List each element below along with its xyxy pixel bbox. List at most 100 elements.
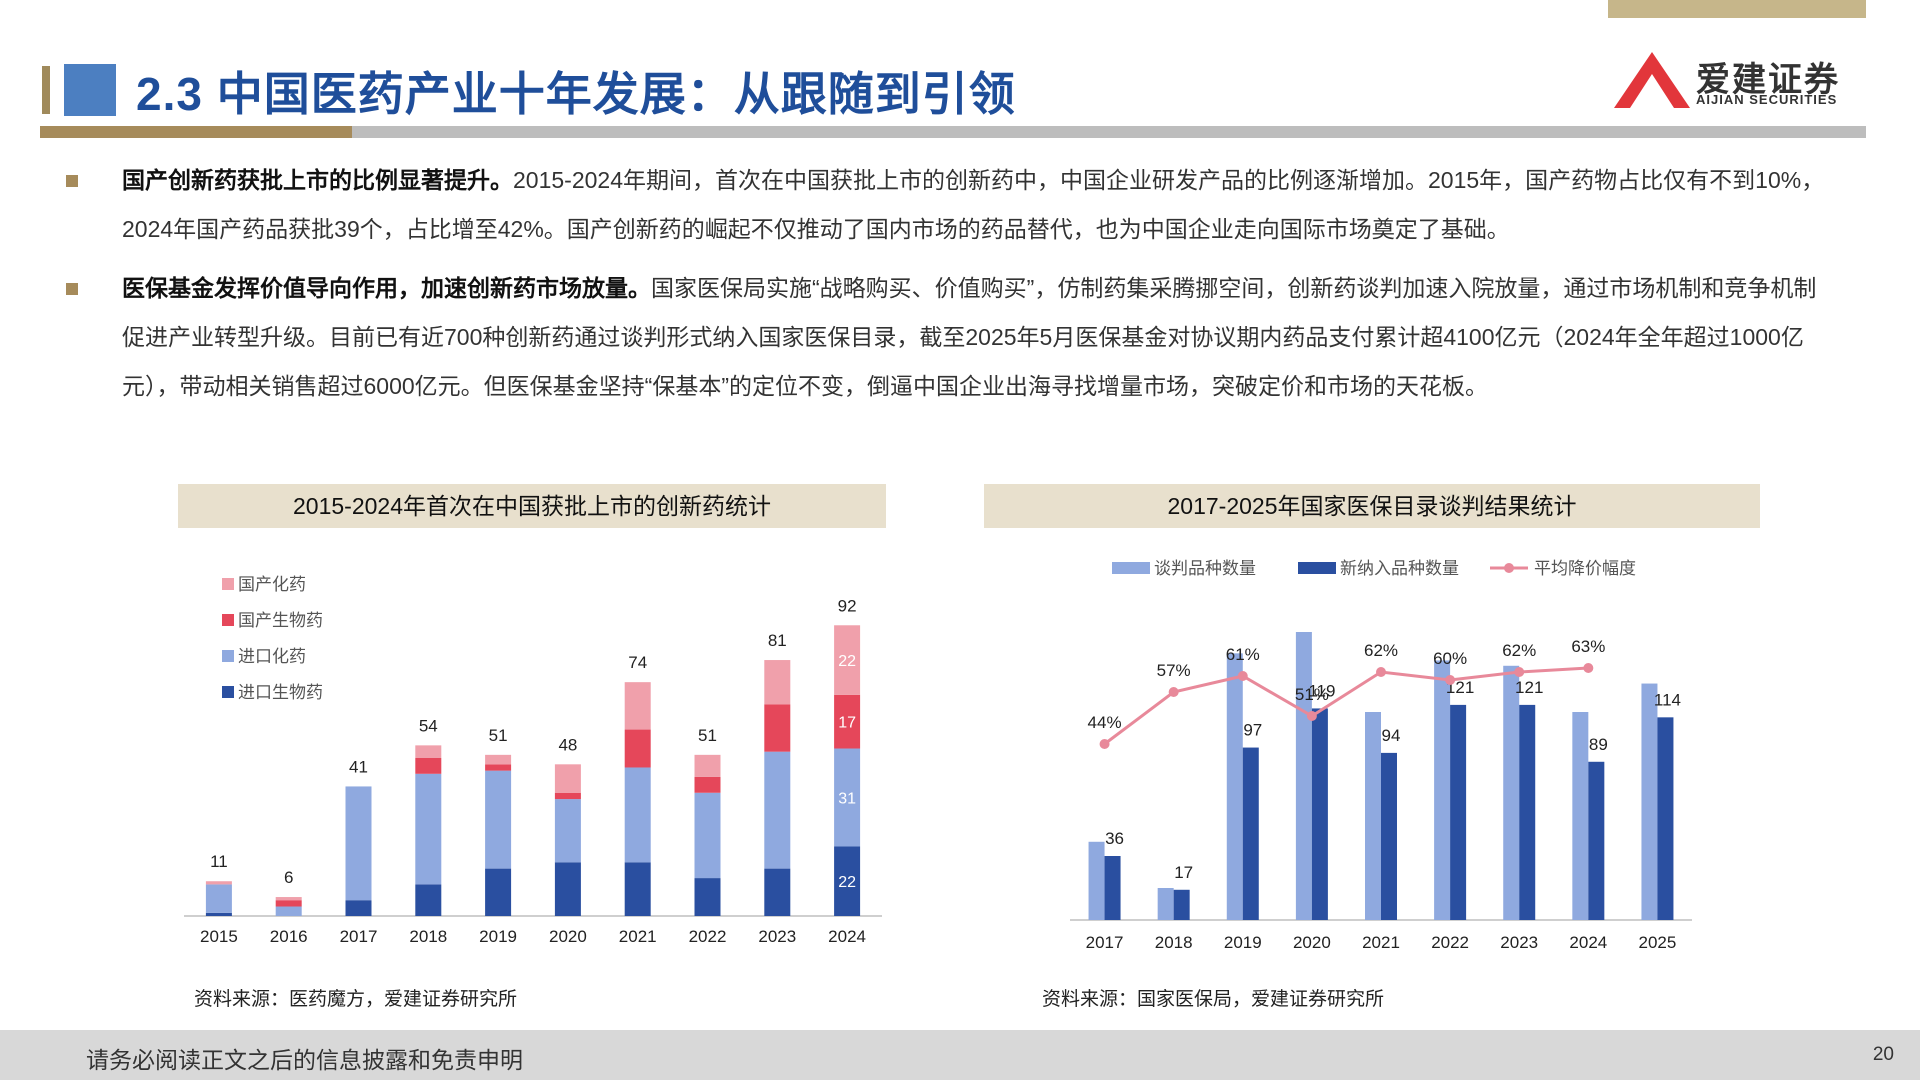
bar-value-label: 36 <box>1105 829 1124 848</box>
bullet-text: 国家医保局实施“战略购买、价值购买”，仿制药集采腾挪空间，创新药谈判加速入院放量… <box>122 275 1817 399</box>
line-value-label: 44% <box>1088 713 1122 732</box>
left-chart: 11 2015 6 2016 41 2017 54 2018 51 2019 48 2020 74 202… <box>184 575 882 946</box>
bar-segment <box>834 748 861 847</box>
x-tick-label: 2017 <box>340 927 378 946</box>
x-tick-label: 2019 <box>1224 933 1262 952</box>
legend-label: 国产生物药 <box>238 611 323 630</box>
left-chart-source: 资料来源：医药魔方，爱建证券研究所 <box>194 989 518 1010</box>
legend-label: 平均降价幅度 <box>1534 559 1636 578</box>
x-tick-label: 2019 <box>479 927 517 946</box>
total-label: 81 <box>768 631 787 650</box>
x-tick-label: 2015 <box>200 927 238 946</box>
x-tick-label: 2024 <box>1569 933 1607 952</box>
total-label: 51 <box>489 726 508 745</box>
line-point <box>1306 711 1317 721</box>
bar-segment <box>485 754 512 765</box>
footer-disclaimer: 请务必阅读正文之后的信息披露和免责申明 <box>86 1047 523 1073</box>
line-value-label: 60% <box>1433 649 1467 668</box>
line-point <box>1514 667 1525 677</box>
legend-swatch <box>222 614 234 626</box>
line-point <box>1445 675 1456 685</box>
x-tick-label: 2023 <box>1500 933 1538 952</box>
bar-value-label: 17 <box>1174 863 1193 882</box>
top-accent-bar <box>1608 0 1866 18</box>
right-chart-source: 资料来源：国家医保局，爱建证券研究所 <box>1042 989 1385 1010</box>
segment-label: 31 <box>838 791 856 808</box>
bullet-heading: 医保基金发挥价值导向作用，加速创新药市场放量。 <box>122 275 651 301</box>
bar-value-label: 89 <box>1589 735 1608 754</box>
title-bar-mark <box>42 66 50 114</box>
bar-segment <box>834 625 861 695</box>
bullet-item: 医保基金发挥价值导向作用，加速创新药市场放量。国家医保局实施“战略购买、价值购买… <box>60 264 1830 411</box>
line-value-label: 51% <box>1295 685 1329 704</box>
bar-negotiated <box>1088 841 1105 920</box>
legend-marker <box>1504 563 1514 573</box>
bar-segment <box>764 660 791 705</box>
bar-segment <box>764 751 791 869</box>
bar-value-label: 119 <box>1308 681 1335 700</box>
bar-segment <box>554 792 581 800</box>
x-tick-label: 2018 <box>409 927 447 946</box>
line-value-label: 62% <box>1364 641 1398 660</box>
bar-negotiated <box>1641 683 1658 920</box>
legend-label: 进口生物药 <box>238 683 323 702</box>
footer: 请务必阅读正文之后的信息披露和免责申明 20 <box>0 1030 1920 1080</box>
bar-newly-added <box>1242 747 1259 920</box>
total-label: 51 <box>698 726 717 745</box>
bar-negotiated <box>1434 660 1451 920</box>
bar-segment <box>694 776 721 793</box>
bar-segment <box>834 694 861 749</box>
bar-segment <box>275 900 302 907</box>
bar-segment <box>205 912 232 916</box>
bullet-marker <box>66 175 78 187</box>
bar-segment <box>485 764 512 771</box>
line-point <box>1376 667 1386 677</box>
bar-negotiated <box>1295 632 1312 920</box>
line-point <box>1099 739 1110 749</box>
legend-label: 谈判品种数量 <box>1154 559 1256 578</box>
bullet-heading: 国产创新药获批上市的比例显著提升。 <box>122 167 513 193</box>
bar-segment <box>554 799 581 863</box>
bar-segment <box>205 881 232 885</box>
segment-label: 22 <box>838 653 856 670</box>
page-number: 20 <box>1872 1044 1894 1065</box>
total-label: 6 <box>284 868 293 887</box>
logo-text-cn: 爱建证券 <box>1696 61 1840 99</box>
right-chart: 3620171720189720191192020942021121202212… <box>1070 559 1692 952</box>
header-rule-accent <box>40 126 352 138</box>
bar-negotiated <box>1157 888 1174 920</box>
bar-segment <box>415 745 442 758</box>
total-label: 48 <box>558 735 577 754</box>
bar-value-label: 121 <box>1515 678 1543 697</box>
bullet-marker <box>66 283 78 295</box>
bar-segment <box>624 729 651 768</box>
bar-newly-added <box>1450 704 1467 920</box>
x-tick-label: 2022 <box>1431 933 1469 952</box>
bullet-text: 2015-2024年期间，首次在中国获批上市的创新药中，中国企业研发产品的比例逐… <box>122 167 1825 242</box>
x-tick-label: 2023 <box>758 927 796 946</box>
bar-negotiated <box>1226 653 1243 920</box>
bar-segment <box>415 884 442 916</box>
bar-segment <box>764 868 791 916</box>
total-label: 41 <box>349 757 368 776</box>
bar-segment <box>554 764 581 793</box>
bar-segment <box>694 754 721 777</box>
legend-swatch <box>222 650 234 662</box>
bar-segment <box>624 862 651 916</box>
logo-icon <box>1614 52 1690 108</box>
bar-negotiated <box>1572 712 1589 920</box>
bar-newly-added <box>1311 708 1328 920</box>
bar-segment <box>485 868 512 916</box>
line-value-label: 61% <box>1226 645 1260 664</box>
bar-segment <box>624 682 651 730</box>
line-point <box>1237 671 1248 681</box>
line-value-label: 63% <box>1571 637 1605 656</box>
bar-newly-added <box>1381 752 1397 920</box>
bar-segment <box>275 906 302 916</box>
bar-segment <box>694 792 721 879</box>
total-label: 11 <box>210 852 228 871</box>
bar-value-label: 114 <box>1654 690 1681 709</box>
bar-newly-added <box>1657 717 1674 920</box>
segment-label: 17 <box>838 715 856 732</box>
bar-segment <box>764 704 791 752</box>
